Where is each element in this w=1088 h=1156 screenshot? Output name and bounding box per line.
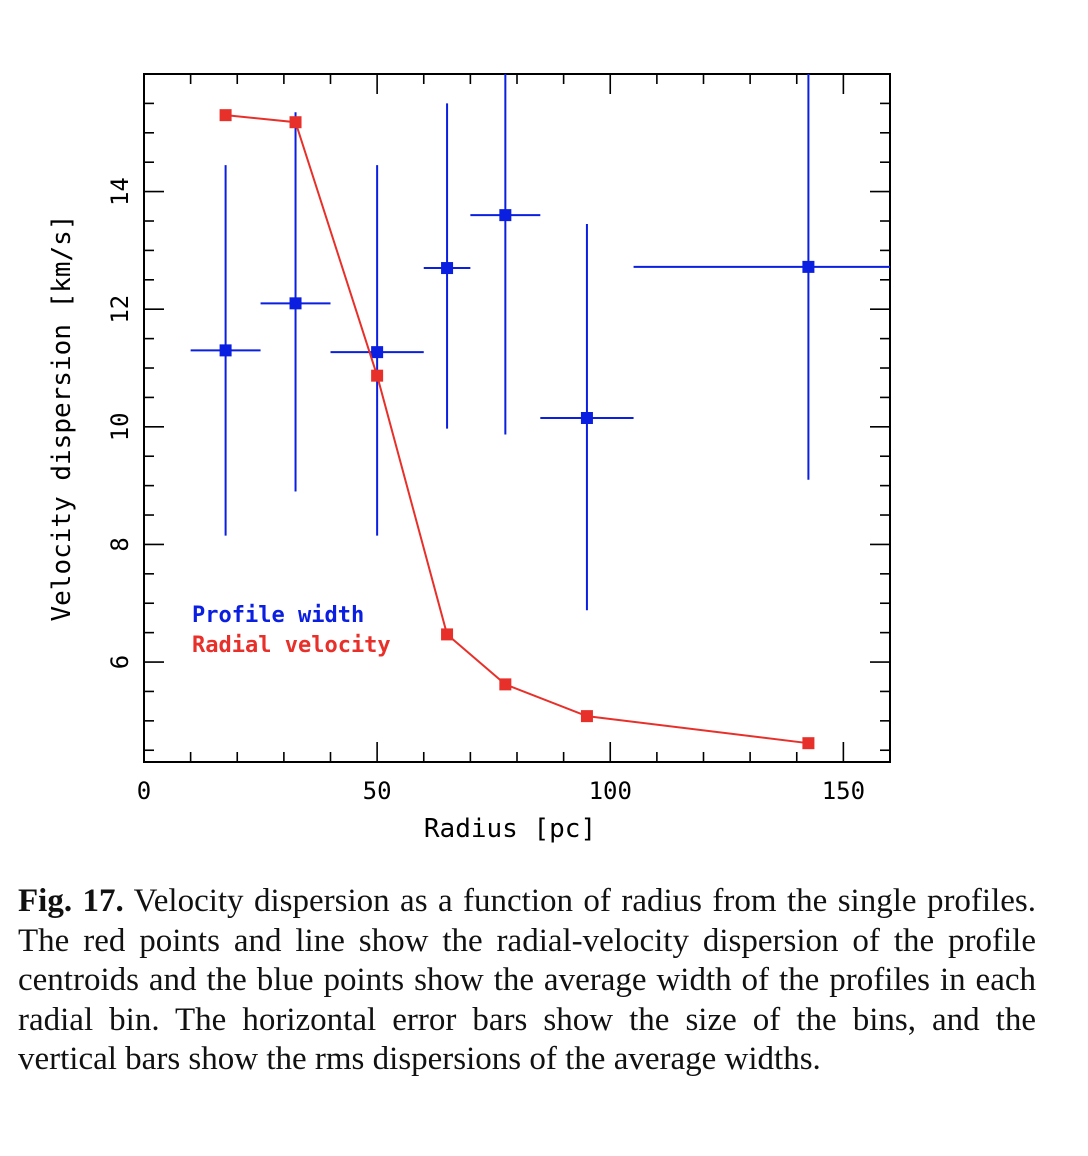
- y-axis-label: Velocity dispersion [km/s]: [47, 215, 77, 622]
- legend-radial-velocity: Radial velocity: [192, 633, 391, 658]
- figure-caption: Fig. 17. Velocity dispersion as a functi…: [18, 882, 1036, 1080]
- axis-tick-labels: 0 50 100 150 6 8 10 12 14: [106, 177, 865, 805]
- radial-velocity-point: [219, 109, 232, 122]
- profile-width-point: [802, 260, 815, 273]
- profile-width-point: [580, 412, 593, 424]
- velocity-dispersion-chart: 0 50 100 150 6 8 10 12 14 Radius [pc] Velocity d…: [47, 73, 891, 844]
- radial-velocity-point: [441, 628, 454, 641]
- x-axis-label: Radius [pc]: [424, 814, 596, 844]
- radial-velocity-point: [580, 710, 593, 723]
- profile-width-point: [219, 344, 232, 357]
- profile-width-point: [371, 346, 384, 359]
- y-tick-label: 6: [106, 655, 134, 669]
- y-tick-label: 10: [106, 412, 134, 441]
- x-tick-label: 100: [589, 777, 632, 805]
- y-tick-label: 12: [106, 295, 134, 324]
- profile-width-point: [441, 262, 454, 275]
- y-tick-label: 8: [106, 537, 134, 551]
- caption-label: Fig. 17.: [18, 883, 124, 919]
- y-tick-label: 14: [106, 177, 134, 206]
- profile-width-point: [289, 297, 302, 310]
- radial-velocity-point: [289, 116, 302, 129]
- legend-profile-width: Profile width: [192, 603, 364, 628]
- radial-velocity-point: [802, 737, 815, 750]
- radial-velocity-point: [371, 369, 384, 382]
- plot-frame: [143, 73, 891, 763]
- axis-ticks: [143, 73, 891, 762]
- profile-width-point: [499, 209, 512, 222]
- caption-text: Velocity dispersion as a function of rad…: [18, 883, 1036, 1077]
- radial-velocity-point: [499, 678, 512, 691]
- x-tick-label: 50: [363, 777, 392, 805]
- data-marks: [190, 74, 890, 750]
- x-tick-label: 0: [137, 777, 151, 805]
- x-tick-label: 150: [822, 777, 865, 805]
